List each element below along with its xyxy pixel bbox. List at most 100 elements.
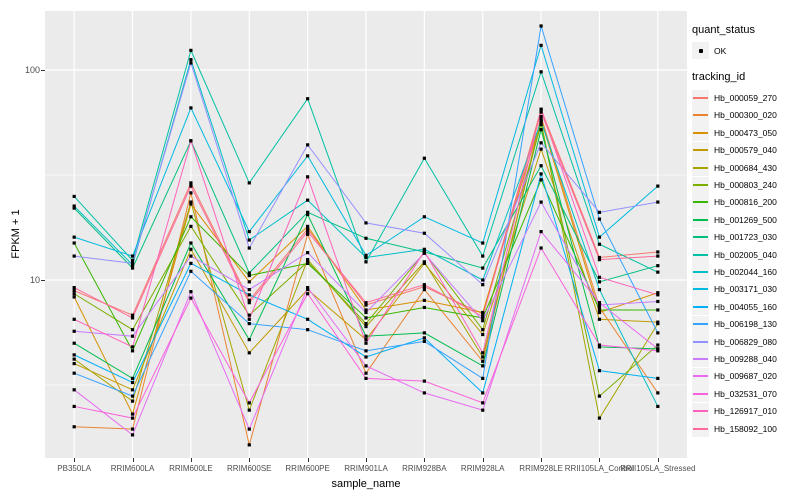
- data-point: [656, 293, 660, 297]
- data-point: [539, 147, 543, 151]
- legend-key-line-icon: [693, 340, 708, 343]
- legend-entry: Hb_006829_080: [692, 333, 798, 351]
- data-point: [656, 291, 660, 295]
- data-point: [130, 254, 135, 258]
- data-point: [597, 343, 602, 347]
- data-point: [189, 200, 193, 204]
- legend-entry: Hb_003171_030: [692, 280, 798, 298]
- data-point: [72, 425, 76, 429]
- legend-key: [692, 141, 709, 159]
- x-tick-label: RRII105LA_Stressed: [620, 464, 696, 473]
- legend-key: [692, 385, 709, 403]
- data-point: [597, 305, 602, 310]
- data-point: [72, 341, 76, 345]
- data-point: [539, 119, 543, 123]
- data-point: [130, 427, 135, 431]
- data-point: [539, 246, 543, 250]
- data-point: [306, 97, 310, 101]
- data-point: [72, 204, 76, 208]
- data-point: [72, 353, 76, 357]
- data-point: [597, 317, 602, 321]
- legend-title-quant-status: quant_status: [692, 24, 755, 36]
- legend-key: [692, 211, 709, 229]
- data-point: [247, 238, 251, 242]
- legend-key-line-icon: [693, 149, 708, 152]
- data-point: [306, 154, 310, 158]
- legend-entry: Hb_126917_010: [692, 402, 798, 420]
- data-point: [422, 379, 426, 383]
- legend-entry: Hb_009687_020: [692, 367, 798, 385]
- data-point: [364, 338, 368, 342]
- data-point: [597, 235, 602, 239]
- legend-key: [692, 420, 709, 437]
- data-point: [130, 266, 135, 270]
- data-point: [130, 380, 135, 385]
- x-tick-label: RRII105LA_Control: [564, 464, 635, 473]
- legend-entry-label: Hb_000816_200: [714, 197, 777, 208]
- y-axis-title: FPKM + 1: [10, 209, 22, 259]
- data-point: [189, 269, 193, 273]
- data-point: [364, 310, 368, 315]
- legend-entry: Hb_006198_130: [692, 315, 798, 333]
- data-point: [481, 314, 485, 319]
- data-point: [189, 181, 193, 185]
- legend-key: [692, 263, 709, 281]
- data-point: [597, 310, 602, 315]
- data-point: [656, 376, 660, 380]
- data-point: [130, 345, 135, 349]
- data-point: [481, 332, 485, 337]
- data-point: [481, 408, 485, 412]
- data-point: [481, 391, 485, 395]
- data-point: [597, 255, 602, 260]
- legend-entry: Hb_000816_200: [692, 193, 798, 211]
- data-point: [306, 212, 310, 217]
- data-point: [481, 283, 485, 287]
- data-point: [72, 317, 76, 321]
- data-point: [539, 141, 543, 145]
- x-tick-mark: [541, 458, 543, 462]
- data-point: [364, 308, 368, 312]
- x-tick-label: PB350LA: [57, 464, 92, 473]
- data-point: [422, 283, 426, 287]
- x-tick-label: RRIM928LE: [519, 464, 563, 473]
- legend-key: [692, 124, 709, 142]
- data-point: [422, 331, 426, 335]
- data-point: [364, 376, 368, 380]
- data-point: [656, 331, 660, 335]
- legend-tracking-entries: Hb_000059_270 Hb_000300_020 Hb_000473_050 H…: [692, 89, 798, 437]
- legend-entry-label: OK: [714, 45, 727, 56]
- data-point: [247, 313, 251, 317]
- x-tick-label: RRIM600PE: [285, 464, 330, 473]
- legend-entry-label: Hb_000059_270: [714, 93, 777, 104]
- legend-entry: Hb_000579_040: [692, 141, 798, 159]
- data-point: [247, 273, 251, 278]
- legend-key-line-icon: [693, 201, 708, 204]
- data-point: [656, 391, 660, 395]
- data-point: [189, 261, 193, 265]
- x-tick-mark: [366, 458, 367, 462]
- x-tick-mark: [132, 458, 134, 462]
- data-point: [130, 258, 135, 262]
- legend-key-line-icon: [693, 410, 708, 413]
- x-tick-mark: [74, 458, 76, 462]
- legend-key-line-icon: [693, 166, 708, 169]
- data-point: [597, 369, 602, 373]
- legend-entry: Hb_002005_040: [692, 246, 798, 264]
- data-point: [364, 355, 368, 359]
- legend-key-line-icon: [693, 253, 708, 256]
- legend-entry-label: Hb_002044_160: [714, 266, 777, 277]
- legend-entry-label: Hb_004055_160: [714, 301, 777, 312]
- data-point: [130, 334, 135, 338]
- x-tick-label: RRIM928LA: [460, 464, 505, 473]
- data-point: [481, 364, 485, 368]
- black-point-icon: [698, 48, 703, 53]
- data-point: [72, 206, 76, 210]
- legend-key-line-icon: [693, 114, 708, 117]
- data-point: [189, 184, 193, 188]
- data-point: [539, 172, 543, 176]
- legend-entry: Hb_004055_160: [692, 298, 798, 316]
- data-point: [189, 241, 193, 245]
- data-point: [539, 200, 543, 204]
- legend-key-line-icon: [693, 323, 708, 326]
